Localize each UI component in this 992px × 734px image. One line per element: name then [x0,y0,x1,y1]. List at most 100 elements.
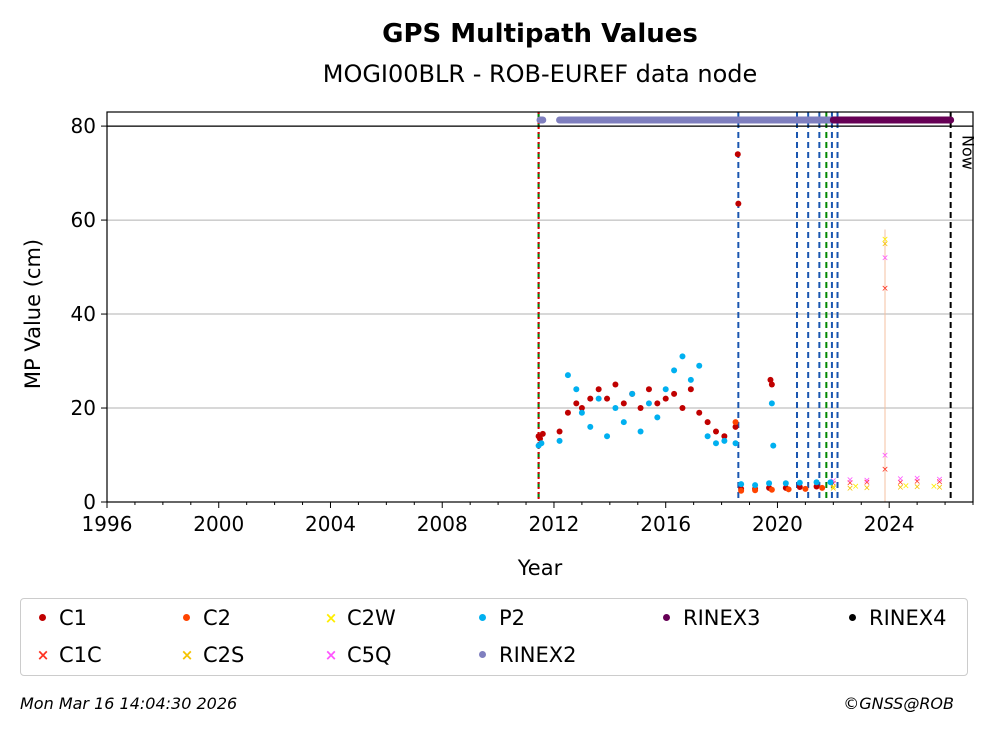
data-point-c5q: × [913,474,921,484]
data-point-c1c: × [881,465,889,475]
x-tick-label: 2024 [864,512,915,536]
data-point-c2s: × [863,483,871,493]
data-point-c2s: × [936,483,944,493]
legend-label: C1 [59,606,88,630]
y-tick-label: 20 [71,396,96,420]
data-point-p2 [796,479,803,486]
data-point-p2 [813,479,820,486]
data-point-c1 [587,395,594,402]
legend-item-c5q: × C5Q [321,642,392,668]
data-point-c2s: × [830,484,838,494]
data-point-p2 [770,442,777,449]
legend-item-c1c: × C1C [33,642,102,668]
x-tick-label: 2012 [529,512,580,536]
data-point-p2 [768,400,775,407]
data-point-c1c: × [863,478,871,488]
data-point-c5q: × [881,451,889,461]
data-point-c2 [802,485,809,492]
data-point-c1 [712,428,719,435]
data-point-c5q: × [936,475,944,485]
data-point-c2w: × [902,482,910,492]
dot-marker-icon [473,645,493,665]
x-marker-icon: × [180,646,194,664]
x-tick-label: 2020 [752,512,803,536]
data-point-c1 [735,200,742,207]
data-point-p2 [654,414,661,421]
legend-item-c1: C1 [33,605,87,631]
data-point-c1c: × [830,479,838,489]
legend: C1 C2 × C2W P2 RINEX3 RINEX4 × C1C × C2S × C5Q RINEX2 [20,598,968,676]
data-point-c2 [732,419,739,426]
data-point-c1c: × [846,478,854,488]
data-point-c1 [796,483,803,490]
data-point-c1 [687,386,694,393]
data-point-c2 [785,486,792,493]
data-point-p2 [645,400,652,407]
data-point-p2 [679,353,686,360]
x-tick-label: 1996 [82,512,133,536]
dot-marker-icon [657,608,677,628]
legend-label: C1C [59,643,102,667]
data-point-c1 [679,405,686,412]
data-point-c1 [704,419,711,426]
data-point-c5q: × [846,475,854,485]
data-point-c1 [696,409,703,416]
legend-label: RINEX2 [499,643,577,667]
legend-label: C2S [203,643,245,667]
data-point-p2 [721,437,728,444]
x-tick-label: 2008 [417,512,468,536]
legend-item-rinex4: RINEX4 [843,605,947,631]
legend-item-c2s: × C2S [177,642,245,668]
chart: GPS Multipath Values MOGI00BLR - ROB-EURE… [21,19,978,580]
data-point-c1c: × [897,478,905,488]
data-point-p2 [696,362,703,369]
data-point-c1c: × [936,477,944,487]
legend-item-rinex2: RINEX2 [473,642,577,668]
data-point-p2 [712,440,719,447]
data-point-c1 [539,430,546,437]
data-point-p2 [782,480,789,487]
x-tick-label: 2016 [640,512,691,536]
y-tick-label: 80 [71,114,96,138]
data-point-c2w: × [881,235,889,245]
data-point-p2 [620,419,627,426]
data-point-c1 [620,400,627,407]
dot-marker-icon [843,608,863,628]
data-point-c2 [752,487,759,494]
legend-item-c2w: × C2W [321,605,396,631]
data-point-c5q: × [863,476,871,486]
data-point-c2w: × [930,482,938,492]
data-point-p2 [587,423,594,430]
y-tick-label: 60 [71,208,96,232]
x-tick-label: 2004 [305,512,356,536]
data-point-c2s: × [897,483,905,493]
data-point-p2 [637,428,644,435]
data-point-c2s: × [846,484,854,494]
data-point-c1 [721,433,728,440]
data-point-c1 [813,483,820,490]
x-marker-icon: × [324,646,338,664]
data-point-c1 [768,381,775,388]
data-point-p2 [612,405,619,412]
data-point-c2 [819,484,826,491]
data-point-c1c: × [881,284,889,294]
legend-label: P2 [499,606,526,630]
data-point-c2 [768,486,775,493]
data-point-p2 [687,376,694,383]
data-point-c1 [654,400,661,407]
data-point-p2 [578,409,585,416]
data-point-c1 [537,435,543,442]
data-point-p2 [662,386,669,393]
data-point-c1 [578,405,585,412]
plot-frame [106,111,974,503]
data-point-p2 [595,395,602,402]
data-point-p2 [556,437,563,444]
data-point-p2 [738,481,745,488]
x-tick-label: 2000 [193,512,244,536]
data-point-c2 [738,487,745,494]
data-point-c1 [637,405,644,412]
data-point-c2s: × [913,482,921,492]
y-tick-label: 0 [83,490,96,514]
data-point-c2w: × [830,482,838,492]
data-point-p2 [573,386,580,393]
